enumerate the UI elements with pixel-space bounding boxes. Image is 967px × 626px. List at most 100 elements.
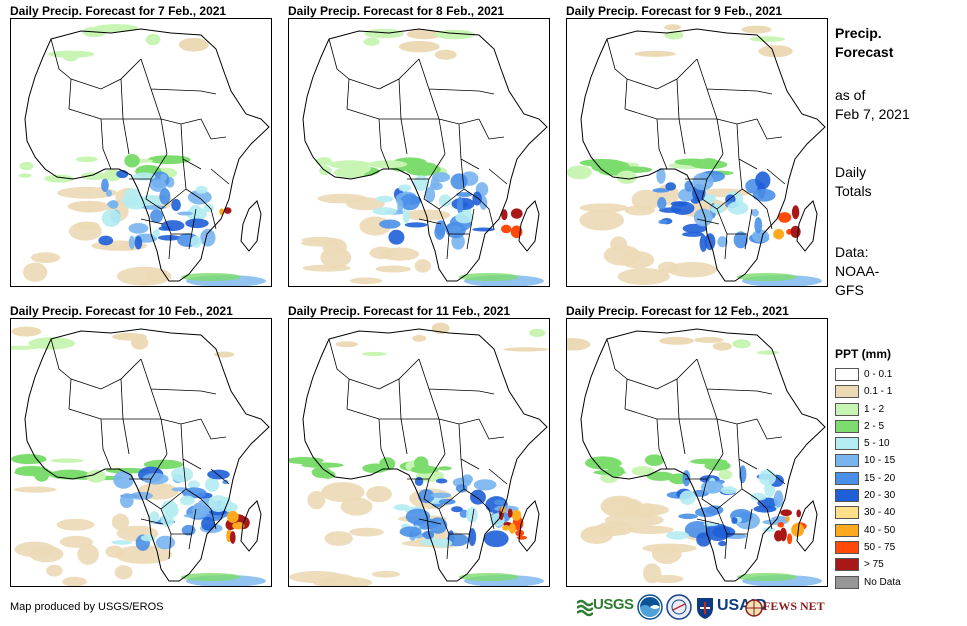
rain-patch bbox=[158, 234, 181, 241]
fewsnet-globe-icon bbox=[745, 599, 763, 617]
legend-title: PPT (mm) bbox=[835, 347, 892, 361]
rain-patch bbox=[754, 217, 763, 234]
coastline bbox=[580, 328, 826, 582]
rain-patch bbox=[28, 337, 76, 350]
rain-patch bbox=[451, 506, 463, 513]
rain-patch bbox=[656, 168, 666, 184]
rain-patch bbox=[529, 328, 546, 338]
rain-patch bbox=[98, 235, 114, 246]
rain-patch bbox=[584, 456, 622, 470]
dry-patch bbox=[324, 531, 353, 546]
heavy-rain-patch bbox=[507, 508, 513, 518]
rain-patch bbox=[178, 37, 209, 52]
forecast-panel-feb7: Daily Precip. Forecast for 7 Feb., 2021 bbox=[10, 4, 272, 287]
heavy-rain-patch bbox=[223, 207, 232, 214]
rain-patch bbox=[646, 471, 675, 481]
dry-patch bbox=[579, 209, 625, 231]
rain-patch bbox=[732, 339, 751, 349]
rain-patch bbox=[718, 469, 733, 480]
heavy-rain-patch bbox=[510, 208, 523, 219]
rain-patch bbox=[181, 573, 241, 581]
legend-label: 0.1 - 1 bbox=[864, 386, 893, 398]
legend-label: > 75 bbox=[864, 559, 884, 571]
data-source: Data: NOAA- GFS bbox=[835, 243, 879, 300]
map-credit: Map produced by USGS/EROS bbox=[10, 601, 164, 613]
rain-patch bbox=[567, 338, 591, 351]
rain-patch bbox=[459, 273, 519, 281]
rain-patch bbox=[18, 173, 32, 178]
rain-patch bbox=[15, 465, 49, 475]
rain-patch bbox=[170, 466, 194, 483]
rain-patch bbox=[452, 477, 472, 488]
product-title: Precip. Forecast bbox=[835, 24, 893, 62]
madagascar-coastline bbox=[796, 200, 818, 252]
dry-patch bbox=[13, 486, 57, 493]
rain-patch bbox=[456, 196, 464, 215]
dry-patch bbox=[289, 571, 345, 584]
rain-patch bbox=[631, 466, 655, 476]
legend-swatch bbox=[835, 506, 859, 520]
rain-patch bbox=[44, 174, 74, 183]
rain-patch bbox=[11, 454, 47, 465]
heavy-rain-patch bbox=[779, 527, 787, 542]
rain-patch bbox=[379, 219, 401, 229]
rain-patch bbox=[130, 335, 149, 350]
forecast-panel-feb11: Daily Precip. Forecast for 11 Feb., 2021 bbox=[288, 304, 550, 587]
dry-patch bbox=[30, 252, 61, 264]
usgs-logo-text: USGS bbox=[593, 596, 634, 613]
dry-patch bbox=[116, 266, 172, 286]
rain-patch bbox=[160, 173, 168, 182]
data-source-line3: GFS bbox=[835, 282, 864, 298]
legend-label: 40 - 50 bbox=[864, 524, 896, 536]
rain-patch bbox=[473, 479, 497, 491]
rain-patch bbox=[147, 155, 191, 165]
dry-patch bbox=[111, 513, 130, 531]
rain-patch bbox=[712, 342, 732, 351]
rain-patch bbox=[388, 229, 405, 245]
dry-patch bbox=[624, 205, 655, 216]
legend-label: No Data bbox=[864, 576, 901, 588]
rain-patch bbox=[19, 161, 34, 171]
rain-patch bbox=[171, 487, 190, 492]
heavy-rain-patch bbox=[791, 523, 805, 537]
dry-patch bbox=[46, 564, 63, 577]
rain-patch bbox=[455, 484, 468, 493]
heavy-rain-patch bbox=[501, 209, 508, 221]
rain-patch bbox=[187, 480, 200, 489]
country-borders bbox=[606, 38, 786, 260]
rain-patch bbox=[195, 185, 208, 194]
rain-patch bbox=[433, 538, 453, 548]
rain-patch bbox=[200, 228, 216, 247]
rain-patch bbox=[398, 184, 412, 192]
rain-patch bbox=[483, 530, 509, 548]
dry-patch bbox=[114, 545, 172, 564]
rain-patch bbox=[152, 229, 160, 238]
rain-patch bbox=[503, 347, 549, 352]
legend-swatch bbox=[835, 402, 859, 416]
rain-patch bbox=[472, 227, 495, 232]
rain-patch bbox=[11, 326, 42, 337]
rain-patch bbox=[717, 236, 728, 248]
rain-patch bbox=[737, 273, 797, 281]
rain-patch bbox=[450, 173, 468, 190]
dry-patch bbox=[300, 239, 344, 247]
legend-swatch bbox=[835, 437, 859, 451]
dry-patch bbox=[349, 277, 383, 285]
rain-patch bbox=[459, 573, 519, 581]
rain-patch bbox=[363, 37, 380, 46]
rain-patch bbox=[616, 170, 637, 184]
rain-patch bbox=[421, 531, 434, 538]
heavy-rain-patch bbox=[787, 533, 793, 545]
product-title-line2: Forecast bbox=[835, 44, 894, 60]
dry-patch bbox=[667, 261, 717, 278]
rain-patch bbox=[62, 50, 79, 62]
rain-patch bbox=[149, 179, 167, 192]
rain-patch bbox=[11, 345, 40, 350]
coastline bbox=[302, 328, 548, 582]
rain-patch bbox=[665, 182, 677, 191]
rain-patch bbox=[412, 334, 427, 342]
rain-patch bbox=[682, 470, 691, 487]
rain-patch bbox=[113, 470, 134, 489]
rain-patch bbox=[678, 188, 695, 202]
rain-patch bbox=[472, 191, 482, 206]
